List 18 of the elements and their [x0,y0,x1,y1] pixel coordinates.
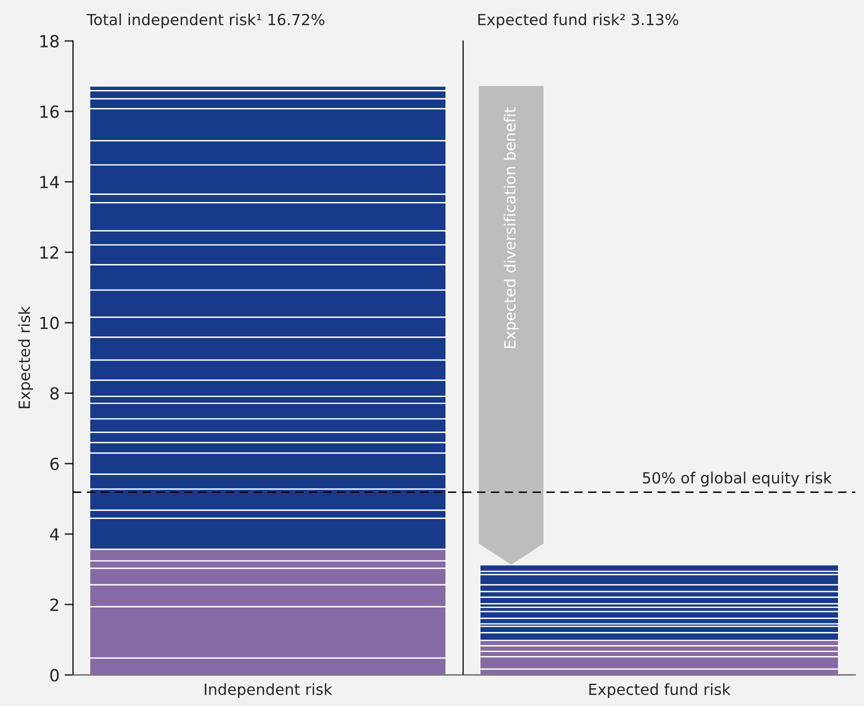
y-tick-label: 14 [40,176,59,188]
bar [479,564,840,572]
y-tick-label: 4 [50,528,59,540]
ref-line-label: 50% of global equity risk [642,472,832,487]
text: Expected diversification benefit [504,108,519,348]
y-tick-label: 2 [50,598,58,611]
chart-title: Expected fund risk² 3.13% [478,13,678,28]
x-tick-label: Expected fund risk [589,683,731,698]
y-axis-title: Expected risk [18,306,34,408]
y-tick-label: 18 [40,34,59,48]
chart-title: Total independent risk¹ 16.72% [86,13,324,28]
y-tick-label: 10 [40,316,59,330]
y-tick-label: 6 [50,458,59,470]
y-tick-label: 12 [40,246,58,259]
y-tick-label: 0 [50,668,59,682]
x-tick-label: Independent risk [204,683,332,698]
y-tick-label: 8 [50,387,59,400]
y-tick-label: 16 [40,105,59,118]
